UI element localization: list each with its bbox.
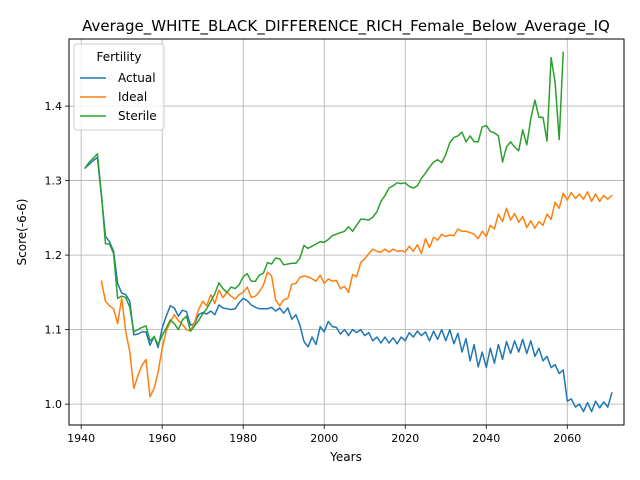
plot-frame xyxy=(68,38,625,426)
legend-items: Actual Ideal Sterile xyxy=(80,71,157,123)
legend-label-ideal: Ideal xyxy=(118,90,147,104)
y-axis-ticks: 1.0 1.1 1.2 1.3 1.4 xyxy=(45,100,69,411)
x-tick-label: 1960 xyxy=(148,432,176,445)
chart-title: Average_WHITE_BLACK_DIFFERENCE_RICH_Fema… xyxy=(82,17,610,36)
x-tick-label: 2000 xyxy=(310,432,338,445)
series-line-actual xyxy=(84,156,613,413)
legend-label-actual: Actual xyxy=(118,71,156,85)
x-axis-label: Years xyxy=(329,450,362,464)
series-line-ideal xyxy=(100,191,613,398)
legend: Fertility Actual Ideal Sterile xyxy=(73,43,165,131)
series-lines xyxy=(84,51,613,413)
legend-label-sterile: Sterile xyxy=(118,109,157,123)
legend-title: Fertility xyxy=(96,50,141,64)
y-tick-label: 1.3 xyxy=(45,175,63,188)
y-tick-label: 1.2 xyxy=(45,249,63,262)
x-tick-label: 2060 xyxy=(553,432,581,445)
x-tick-label: 1980 xyxy=(229,432,257,445)
series-line-sterile xyxy=(84,51,564,346)
y-tick-label: 1.4 xyxy=(45,100,63,113)
x-axis-ticks: 1940 1960 1980 2000 2020 2040 2060 xyxy=(67,425,581,445)
x-tick-label: 2020 xyxy=(391,432,419,445)
y-tick-label: 1.1 xyxy=(45,324,63,337)
y-axis-label: Score(-6-6) xyxy=(15,199,29,266)
legend-box xyxy=(73,43,165,131)
x-tick-label: 2040 xyxy=(472,432,500,445)
y-tick-label: 1.0 xyxy=(45,398,63,411)
x-tick-label: 1940 xyxy=(67,432,95,445)
